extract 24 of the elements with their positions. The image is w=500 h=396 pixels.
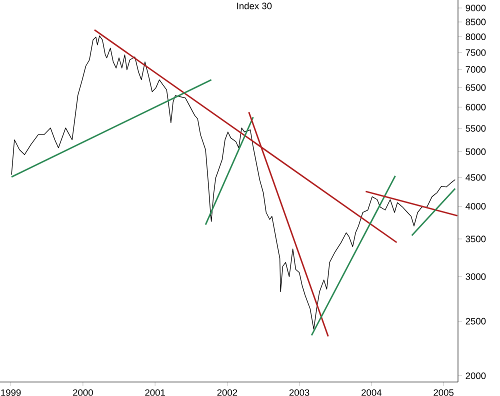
y-tick-label: 3500 [466, 236, 486, 242]
y-tick-label: 5500 [466, 125, 486, 132]
x-tick-label: 2002 [217, 389, 238, 396]
y-tick-label: 6000 [466, 104, 486, 110]
x-tick-label: 2000 [73, 389, 93, 396]
line-series [11, 36, 456, 330]
x-tick-label: 2001 [145, 389, 165, 396]
y-tick-label: 3000 [466, 273, 486, 280]
y-tick-label: 5000 [466, 148, 486, 155]
y-tick-label: 8500 [466, 18, 486, 26]
y-tick-label: 2000 [466, 372, 486, 380]
x-tick-label: 2003 [289, 389, 310, 396]
chart-title: Index 30 [237, 2, 272, 10]
y-tick-label: 7500 [466, 49, 486, 56]
y-tick-label: 4500 [466, 174, 486, 181]
y-tick-label: 9000 [466, 4, 486, 12]
y-tick-label: 8000 [466, 34, 486, 40]
y-tick-label: 4000 [466, 203, 486, 210]
x-tick-label: 2004 [362, 389, 382, 396]
y-tick-label: 2500 [466, 318, 486, 324]
y-tick-label: 7000 [466, 66, 486, 73]
y-tick-label: 6500 [466, 84, 486, 91]
x-tick-label: 2005 [434, 389, 454, 396]
x-tick-label: 1999 [1, 389, 21, 396]
